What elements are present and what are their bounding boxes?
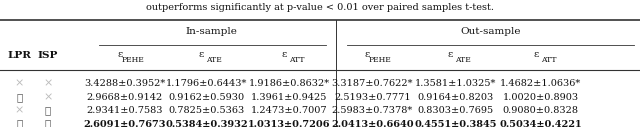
Text: ×: ×	[15, 79, 24, 89]
Text: 1.9186±0.8632*: 1.9186±0.8632*	[249, 79, 330, 88]
Text: 3.4288±0.3952*: 3.4288±0.3952*	[84, 79, 165, 88]
Text: 1.3961±0.9425: 1.3961±0.9425	[251, 93, 328, 102]
Text: 2.6091±0.7673: 2.6091±0.7673	[84, 120, 166, 127]
Text: 0.5034±0.4221: 0.5034±0.4221	[499, 120, 582, 127]
Text: 3.3187±0.7622*: 3.3187±0.7622*	[332, 79, 413, 88]
Text: 1.0020±0.8903: 1.0020±0.8903	[503, 93, 579, 102]
Text: ε: ε	[533, 50, 538, 59]
Text: In-sample: In-sample	[185, 27, 237, 36]
Text: 0.4551±0.3845: 0.4551±0.3845	[415, 120, 497, 127]
Text: ATE: ATE	[456, 56, 471, 64]
Text: 0.5384±0.3932: 0.5384±0.3932	[165, 120, 248, 127]
Text: Out-sample: Out-sample	[460, 27, 520, 36]
Text: ε: ε	[199, 50, 204, 59]
Text: 0.8303±0.7695: 0.8303±0.7695	[418, 106, 493, 115]
Text: ATE: ATE	[207, 56, 222, 64]
Text: 2.0413±0.6640: 2.0413±0.6640	[331, 120, 414, 127]
Text: 0.9080±0.8328: 0.9080±0.8328	[503, 106, 579, 115]
Text: 1.4682±1.0636*: 1.4682±1.0636*	[500, 79, 581, 88]
Text: PEHE: PEHE	[121, 56, 144, 64]
Text: 1.3581±1.0325*: 1.3581±1.0325*	[415, 79, 497, 88]
Text: ε: ε	[448, 50, 453, 59]
Text: 0.7825±0.5363: 0.7825±0.5363	[168, 106, 245, 115]
Text: ✓: ✓	[16, 120, 22, 127]
Text: ε: ε	[117, 50, 122, 59]
Text: 1.0313±0.7206: 1.0313±0.7206	[248, 120, 330, 127]
Text: ε: ε	[282, 50, 287, 59]
Text: PEHE: PEHE	[369, 56, 392, 64]
Text: 0.9164±0.8203: 0.9164±0.8203	[417, 93, 494, 102]
Text: 2.5983±0.7378*: 2.5983±0.7378*	[332, 106, 413, 115]
Text: outperforms significantly at p-value < 0.01 over paired samples t-test.: outperforms significantly at p-value < 0…	[146, 3, 494, 12]
Text: LPR: LPR	[7, 51, 31, 60]
Text: ATT: ATT	[289, 56, 305, 64]
Text: 2.9668±0.9142: 2.9668±0.9142	[86, 93, 163, 102]
Text: 2.9341±0.7583: 2.9341±0.7583	[86, 106, 163, 115]
Text: ×: ×	[44, 92, 52, 102]
Text: 1.2473±0.7007: 1.2473±0.7007	[251, 106, 328, 115]
Text: ISP: ISP	[38, 51, 58, 60]
Text: ×: ×	[15, 106, 24, 116]
Text: 1.1796±0.6443*: 1.1796±0.6443*	[166, 79, 248, 88]
Text: ✓: ✓	[45, 106, 51, 115]
Text: 0.9162±0.5930: 0.9162±0.5930	[169, 93, 244, 102]
Text: ATT: ATT	[541, 56, 556, 64]
Text: ε: ε	[365, 50, 370, 59]
Text: ✓: ✓	[45, 120, 51, 127]
Text: ×: ×	[44, 79, 52, 89]
Text: ✓: ✓	[16, 93, 22, 102]
Text: 2.5193±0.7771: 2.5193±0.7771	[334, 93, 411, 102]
